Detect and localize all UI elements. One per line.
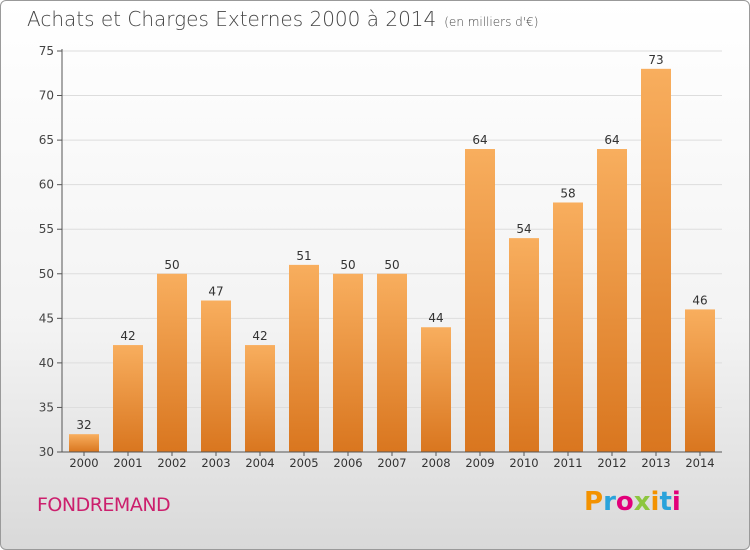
x-tick-label: 2013 (641, 456, 670, 470)
value-label: 64 (604, 133, 619, 147)
bar (465, 149, 495, 452)
bar (685, 309, 715, 452)
y-tick-label: 30 (39, 445, 54, 459)
value-label: 50 (384, 258, 399, 272)
x-tick-label: 2006 (333, 456, 362, 470)
bar (597, 149, 627, 452)
value-label: 51 (296, 249, 311, 263)
value-label: 44 (428, 311, 443, 325)
value-label: 58 (560, 186, 575, 200)
y-tick-label: 50 (39, 267, 54, 281)
logo-letter: r (603, 487, 616, 517)
bar (157, 273, 187, 452)
x-tick-label: 2000 (69, 456, 98, 470)
value-label: 54 (516, 222, 531, 236)
bar (333, 273, 363, 452)
logo-letter: P (584, 487, 604, 517)
value-label: 42 (120, 329, 135, 343)
x-tick-label: 2004 (245, 456, 274, 470)
x-tick-label: 2010 (509, 456, 538, 470)
value-label: 73 (648, 53, 663, 67)
y-tick-label: 45 (39, 311, 54, 325)
x-tick-label: 2009 (465, 456, 494, 470)
logo-letter: t (659, 487, 672, 517)
bar (69, 434, 99, 452)
chart-unit: (en milliers d'€) (444, 15, 539, 29)
x-tick-label: 2008 (421, 456, 450, 470)
value-label: 42 (252, 329, 267, 343)
y-tick-label: 55 (39, 222, 54, 236)
logo-letter: x (633, 487, 651, 517)
y-tick-label: 60 (39, 178, 54, 192)
bar (553, 202, 583, 452)
x-tick-label: 2011 (553, 456, 582, 470)
location-name: FONDREMAND (37, 494, 171, 516)
value-label: 64 (472, 133, 487, 147)
chart-title-text: Achats et Charges Externes 2000 à 2014 (27, 7, 437, 31)
value-label: 50 (340, 258, 355, 272)
x-tick-label: 2007 (377, 456, 406, 470)
bar (245, 345, 275, 452)
bar (641, 68, 671, 453)
value-label: 47 (208, 285, 223, 299)
y-tick-label: 75 (39, 44, 54, 58)
y-tick-label: 70 (39, 89, 54, 103)
value-label: 46 (692, 293, 707, 307)
bar (509, 238, 539, 452)
bar (289, 264, 319, 452)
logo-letter: o (615, 487, 634, 517)
bar (421, 327, 451, 452)
chart-title: Achats et Charges Externes 2000 à 2014 (e… (27, 7, 538, 31)
x-tick-label: 2012 (597, 456, 626, 470)
x-tick-label: 2002 (157, 456, 186, 470)
x-tick-label: 2003 (201, 456, 230, 470)
bar (113, 345, 143, 452)
logo-letter: i (671, 487, 681, 517)
y-tick-label: 35 (39, 400, 54, 414)
bar (201, 300, 231, 452)
proxiti-logo: Proxiti (584, 487, 681, 517)
value-label: 50 (164, 258, 179, 272)
logo-letter: i (650, 487, 660, 517)
x-tick-label: 2001 (113, 456, 142, 470)
y-tick-label: 65 (39, 133, 54, 147)
value-label: 32 (76, 418, 91, 432)
x-tick-label: 2014 (685, 456, 714, 470)
y-tick-label: 40 (39, 356, 54, 370)
bar (377, 273, 407, 452)
x-tick-label: 2005 (289, 456, 318, 470)
